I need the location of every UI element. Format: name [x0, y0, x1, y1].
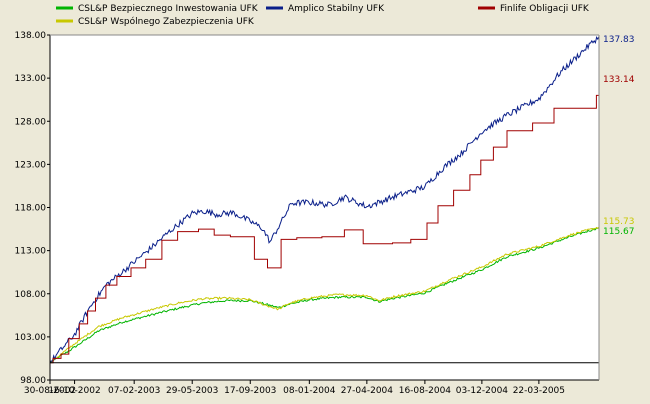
- x-tick-label: 03-12-2004: [456, 386, 509, 396]
- y-tick-label: 123.00: [15, 160, 47, 170]
- legend-label: CSL&P Wspólnego Zabezpieczenia UFK: [78, 16, 255, 27]
- end-value-label: 115.67: [603, 227, 635, 237]
- end-value-label: 133.14: [603, 75, 635, 85]
- series-line-3: [49, 36, 600, 364]
- y-tick-label: 128.00: [15, 117, 47, 127]
- x-tick-label: 29-05-2003: [166, 386, 218, 396]
- x-tick-label: 22-03-2005: [513, 386, 565, 396]
- x-tick-label: 07-02-2003: [108, 386, 160, 396]
- x-tick-label: 17-09-2003: [224, 386, 276, 396]
- series-line-2: [49, 226, 600, 364]
- series-line-1: [49, 227, 600, 364]
- x-tick-label: 16-08-2004: [399, 386, 452, 396]
- y-tick-label: 98.00: [20, 376, 46, 386]
- x-tick-label: 08-01-2004: [283, 386, 336, 396]
- y-tick-label: 138.00: [15, 31, 47, 41]
- x-tick-label: 30-08-2002: [24, 386, 76, 396]
- end-value-label: 115.73: [603, 217, 635, 227]
- legend-label: Finlife Obligacji UFK: [500, 4, 590, 14]
- series-lines: [49, 36, 600, 364]
- y-tick-label: 103.00: [15, 333, 47, 343]
- y-tick-label: 118.00: [15, 204, 47, 214]
- y-tick-label: 113.00: [15, 247, 47, 257]
- y-tick-label: 133.00: [15, 74, 47, 84]
- series-line-4: [50, 76, 600, 364]
- legend-label: Amplico Stabilny UFK: [288, 4, 385, 14]
- x-tick-label: 16-10-2002: [48, 386, 100, 396]
- legend: CSL&P Bezpiecznego Inwestowania UFK CSL&P…: [56, 4, 590, 27]
- y-tick-label: 108.00: [15, 290, 47, 300]
- legend-label: CSL&P Bezpiecznego Inwestowania UFK: [78, 4, 259, 14]
- end-value-label: 137.83: [603, 35, 635, 45]
- axes: 98.00 103.00 108.00 113.00 118.00 123.00 128.0…: [15, 31, 600, 396]
- x-tick-label: 27-04-2004: [341, 386, 394, 396]
